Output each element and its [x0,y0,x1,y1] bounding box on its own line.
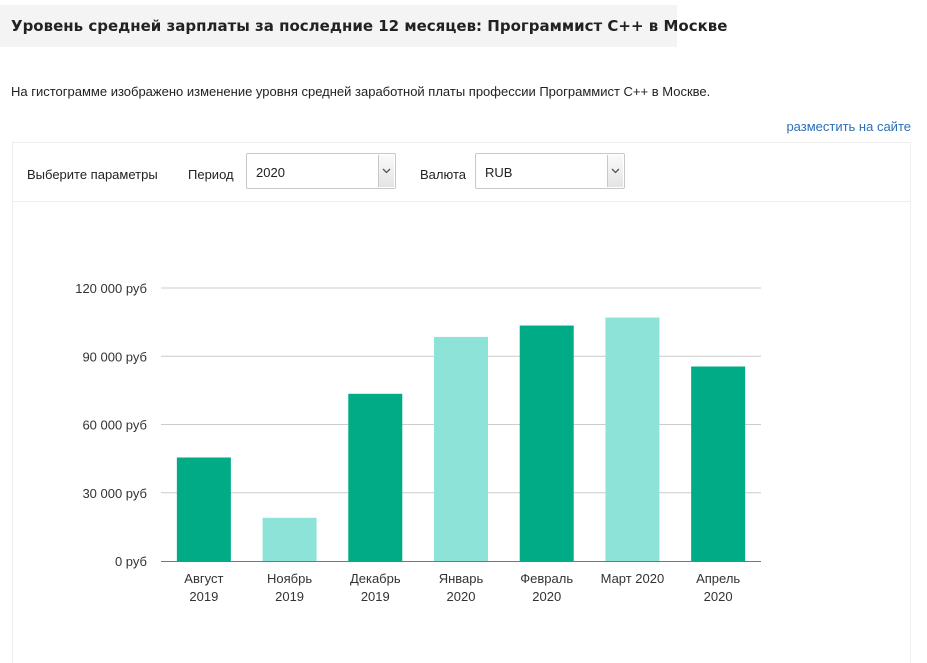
x-tick-label-line: Апрель [696,571,740,586]
x-tick-label-line: 2020 [532,589,561,604]
x-tick-label-line: 2019 [275,589,304,604]
x-tick-label-line: Январь [439,571,484,586]
y-tick-label: 90 000 руб [82,349,147,364]
x-tick-label: Август 2019 [184,571,223,604]
params-bar: Выберите параметры Период 2020 Валюта RU… [13,143,910,202]
bar [691,366,746,561]
chevron-down-icon [378,155,394,187]
period-label: Период [188,167,234,182]
page-title: Уровень средней зарплаты за последние 12… [11,17,728,35]
x-tick-label: Апрель 2020 [696,571,740,604]
x-tick-label: Февраль 2020 [520,571,573,604]
chart-panel: Выберите параметры Период 2020 Валюта RU… [12,142,911,663]
bar [434,336,488,561]
currency-select[interactable]: RUB [475,153,625,189]
x-tick-label-line: 2020 [447,589,476,604]
y-tick-label: 120 000 руб [75,281,147,296]
x-tick-label-line: Февраль [520,571,573,586]
bar [519,325,574,561]
x-tick-label-line: 2020 [704,589,733,604]
embed-on-site-link[interactable]: разместить на сайте [786,119,911,134]
x-tick-label: Март 2020 [601,571,665,586]
params-heading: Выберите параметры [27,167,158,182]
bar [176,457,231,561]
x-tick-label-line: 2019 [361,589,390,604]
period-select[interactable]: 2020 [246,153,396,189]
salary-bar-chart: 0 руб 30 000 руб 60 000 руб 90 000 руб 120 0… [75,281,761,604]
currency-select-value: RUB [485,165,513,180]
x-tick-label-line: Декабрь [350,571,401,586]
bar [348,393,403,561]
x-tick-label-line: Март 2020 [601,571,665,586]
x-tick-label: Ноябрь 2019 [267,571,312,604]
bar [605,317,660,561]
x-tick-label: Декабрь 2019 [350,571,401,604]
x-tick-label: Январь 2020 [439,571,484,604]
x-tick-label-line: 2019 [189,589,218,604]
chevron-down-icon [607,155,623,187]
y-tick-label: 0 руб [115,554,147,569]
title-bar: Уровень средней зарплаты за последние 12… [0,5,727,47]
bar [262,517,317,561]
y-tick-label: 60 000 руб [82,418,147,433]
currency-label: Валюта [420,167,466,182]
chart-description: На гистограмме изображено изменение уров… [11,84,711,99]
x-tick-label-line: Август [184,571,223,586]
period-select-value: 2020 [256,165,285,180]
y-tick-label: 30 000 руб [82,486,147,501]
x-tick-label-line: Ноябрь [267,571,312,586]
